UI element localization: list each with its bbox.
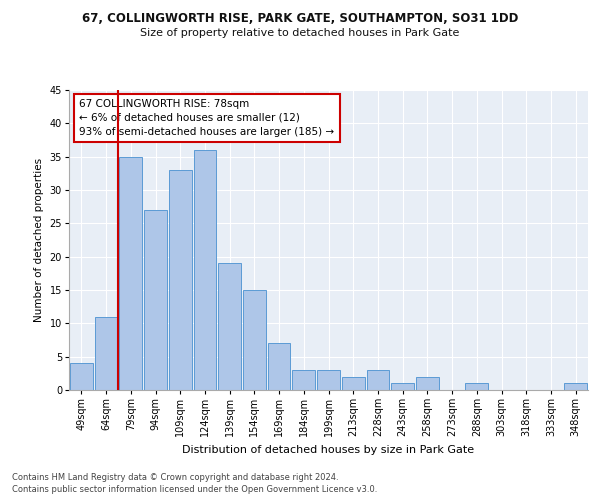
Bar <box>194 150 216 390</box>
Text: Contains HM Land Registry data © Crown copyright and database right 2024.: Contains HM Land Registry data © Crown c… <box>12 472 338 482</box>
Text: 67 COLLINGWORTH RISE: 78sqm
← 6% of detached houses are smaller (12)
93% of semi: 67 COLLINGWORTH RISE: 78sqm ← 6% of deta… <box>79 99 335 137</box>
Bar <box>169 170 191 390</box>
Bar <box>317 370 340 390</box>
X-axis label: Distribution of detached houses by size in Park Gate: Distribution of detached houses by size … <box>182 444 475 454</box>
Bar <box>119 156 142 390</box>
Bar <box>292 370 315 390</box>
Y-axis label: Number of detached properties: Number of detached properties <box>34 158 44 322</box>
Bar <box>70 364 93 390</box>
Text: Contains public sector information licensed under the Open Government Licence v3: Contains public sector information licen… <box>12 485 377 494</box>
Bar <box>367 370 389 390</box>
Bar <box>218 264 241 390</box>
Bar <box>466 384 488 390</box>
Bar <box>416 376 439 390</box>
Text: 67, COLLINGWORTH RISE, PARK GATE, SOUTHAMPTON, SO31 1DD: 67, COLLINGWORTH RISE, PARK GATE, SOUTHA… <box>82 12 518 26</box>
Bar <box>243 290 266 390</box>
Bar <box>391 384 414 390</box>
Bar <box>144 210 167 390</box>
Text: Size of property relative to detached houses in Park Gate: Size of property relative to detached ho… <box>140 28 460 38</box>
Bar <box>95 316 118 390</box>
Bar <box>268 344 290 390</box>
Bar <box>564 384 587 390</box>
Bar <box>342 376 365 390</box>
